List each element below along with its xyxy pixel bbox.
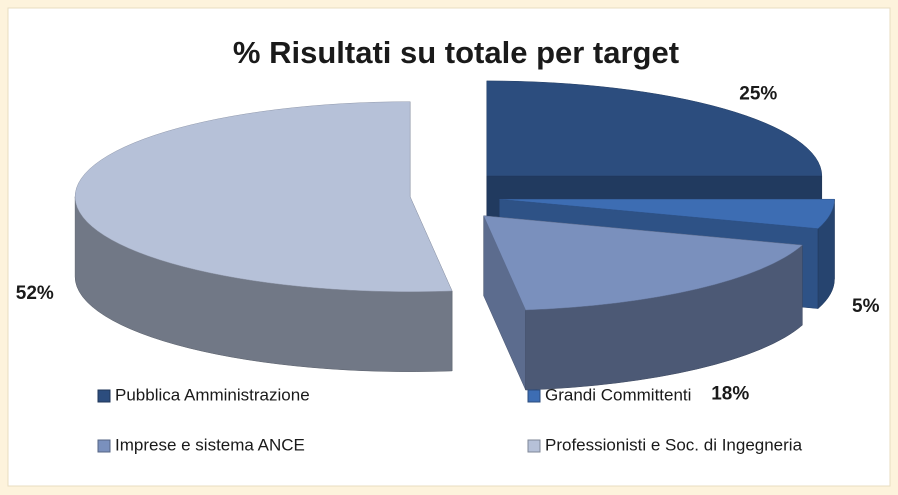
data-label: 52% — [16, 283, 54, 304]
data-label: 25% — [739, 84, 777, 105]
legend-label: Professionisti e Soc. di Ingegneria — [545, 435, 803, 454]
legend-label: Imprese e sistema ANCE — [115, 435, 305, 454]
legend-swatch — [97, 439, 111, 453]
legend-label: Grandi Committenti — [545, 385, 691, 404]
slice — [499, 198, 835, 229]
legend: Pubblica Amministrazione Grandi Committen… — [97, 385, 803, 454]
data-label: 18% — [711, 383, 749, 404]
data-label: 5% — [852, 296, 880, 317]
pie: 25% 5% 18% 52% — [16, 80, 880, 404]
legend-swatch — [97, 389, 111, 403]
legend-label: Pubblica Amministrazione — [115, 385, 310, 404]
legend-swatch — [527, 389, 541, 403]
legend-swatch — [527, 439, 541, 453]
chart-title: % Risultati su totale per target — [233, 35, 679, 70]
slice — [486, 80, 823, 177]
slice — [74, 101, 453, 292]
slice — [483, 215, 803, 311]
